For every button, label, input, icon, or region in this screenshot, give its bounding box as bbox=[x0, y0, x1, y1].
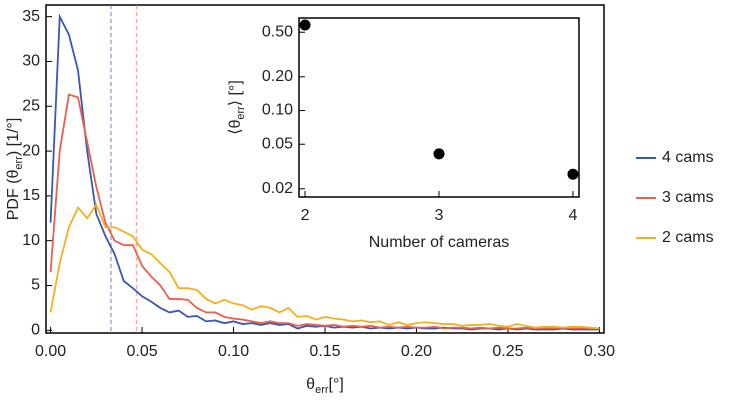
x-axis-label-after: [°] bbox=[329, 376, 344, 393]
y-tick-label: 20 bbox=[22, 142, 40, 159]
y-tick-label: 30 bbox=[22, 53, 40, 70]
x-tick-label: 0.00 bbox=[35, 343, 66, 360]
legend-label: 4 cams bbox=[662, 149, 714, 166]
y-tick-label: 10 bbox=[22, 232, 40, 249]
y-tick-label: 0.20 bbox=[262, 68, 293, 85]
x-tick-label: 4 bbox=[569, 207, 578, 224]
y-tick-label: 25 bbox=[22, 97, 40, 114]
x-tick-label: 3 bbox=[435, 207, 444, 224]
series-line bbox=[49, 93, 600, 330]
point bbox=[299, 19, 311, 31]
y-axis-label-sub: err bbox=[235, 106, 247, 120]
y-axis-label: ⟨θerr⟩ [°] bbox=[227, 80, 247, 135]
y-tick-label: 35 bbox=[22, 8, 40, 25]
point bbox=[433, 148, 445, 160]
y-tick-label: 0.05 bbox=[262, 135, 293, 152]
y-axis-label-main: ⟨θ bbox=[227, 120, 244, 135]
x-axis-label-sub: err bbox=[315, 384, 329, 396]
y-tick-label: 0.02 bbox=[262, 180, 293, 197]
x-tick-label: 0.15 bbox=[309, 343, 340, 360]
x-axis-label-main: Number of cameras bbox=[369, 234, 510, 251]
x-tick-label: 0.20 bbox=[401, 343, 432, 360]
x-tick-label: 0.10 bbox=[218, 343, 249, 360]
legend-label: 2 cams bbox=[662, 229, 714, 246]
y-axis-label-sub: err bbox=[13, 156, 25, 170]
x-axis-label-main: θ bbox=[306, 376, 315, 393]
y-tick-label: 0 bbox=[31, 322, 40, 339]
y-axis-label: PDF (θerr) [1/°] bbox=[5, 118, 25, 221]
y-tick-label: 0.10 bbox=[262, 102, 293, 119]
y-axis-label-after: ) [1/°] bbox=[5, 118, 22, 156]
x-axis-label: Number of cameras bbox=[369, 234, 510, 251]
y-tick-label: 5 bbox=[31, 277, 40, 294]
series-line bbox=[49, 202, 600, 330]
y-tick-label: 0.50 bbox=[262, 23, 293, 40]
y-axis-label-after: ⟩ [°] bbox=[227, 80, 244, 106]
y-tick-label: 15 bbox=[22, 187, 40, 204]
legend-label: 3 cams bbox=[662, 189, 714, 206]
plot-frame bbox=[298, 17, 580, 198]
point bbox=[567, 168, 579, 180]
x-tick-label: 0.05 bbox=[126, 343, 157, 360]
y-axis-label-main: PDF (θ bbox=[5, 169, 22, 220]
x-axis-label: θerr[°] bbox=[306, 376, 344, 396]
x-tick-label: 0.25 bbox=[492, 343, 523, 360]
x-tick-label: 2 bbox=[301, 207, 310, 224]
x-tick-label: 0.30 bbox=[584, 343, 615, 360]
